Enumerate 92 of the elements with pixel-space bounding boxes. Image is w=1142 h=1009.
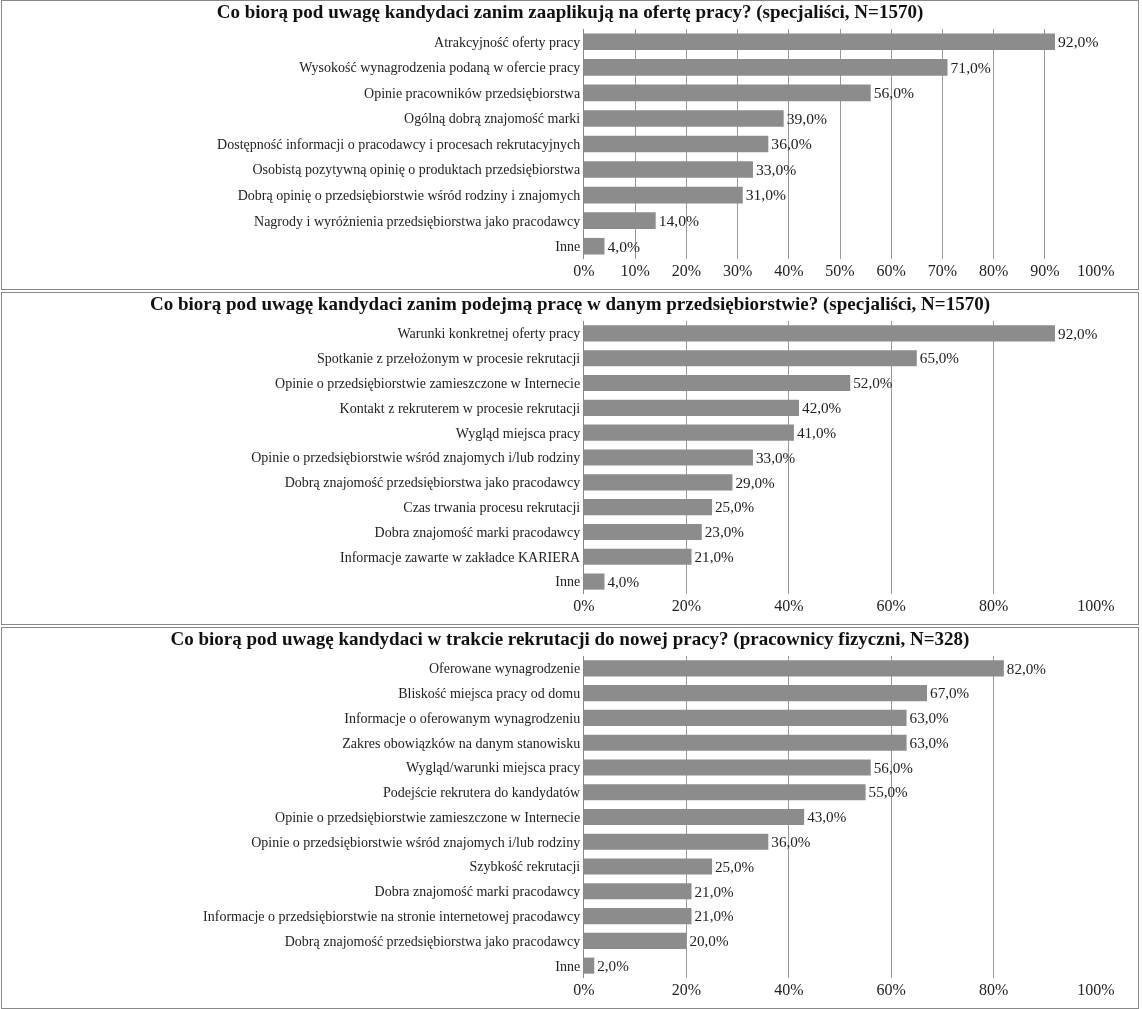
- y-tick-label: Opinie o przedsiębiorstwie wśród znajomych i/lub rodziny: [251, 834, 581, 850]
- x-tick-label: 80%: [978, 597, 1009, 614]
- y-tick-label: Szybkość rekrutacji: [469, 859, 581, 875]
- y-tick-label: Dobrą opinię o przedsiębiorstwie wśród rodziny i znajomych: [237, 188, 581, 204]
- x-tick-label: 40%: [774, 981, 804, 998]
- data-label: 29,0%: [735, 473, 776, 491]
- y-tick-label: Inne: [555, 958, 581, 974]
- data-label: 33,0%: [755, 160, 797, 178]
- y-tick-label: Opinie o przedsiębiorstwie wśród znajomych i/lub rodziny: [251, 450, 581, 466]
- y-tick-label: Podejście rekrutera do kandydatów: [383, 785, 582, 801]
- data-label: 21,0%: [694, 882, 735, 900]
- y-tick-label: Czas trwania procesu rekrutacji: [403, 500, 581, 516]
- x-tick-label: 50%: [825, 262, 855, 279]
- y-tick-label: Opinie o przedsiębiorstwie zamieszczone w Internecie: [275, 809, 581, 825]
- x-tick-label: 40%: [774, 262, 804, 279]
- y-tick-label: Atrakcyjność oferty pracy: [434, 34, 581, 50]
- y-tick-label: Nagrody i wyróżnienia przedsiębiorstwa jako pracodawcy: [254, 213, 581, 229]
- y-tick-label: Informacje o oferowanym wynagrodzeniu: [344, 710, 581, 726]
- data-label: 4,0%: [607, 237, 641, 255]
- data-label: 2,0%: [597, 956, 630, 974]
- y-tick-label: Spotkanie z przełożonym w procesie rekrutacji: [317, 351, 581, 367]
- data-label: 21,0%: [694, 547, 735, 565]
- y-tick-label: Ogólną dobrą znajomość marki: [404, 111, 581, 127]
- data-label: 92,0%: [1058, 33, 1099, 51]
- data-label: 4,0%: [607, 572, 640, 590]
- x-tick-label: 20%: [671, 597, 702, 614]
- data-label: 92,0%: [1058, 324, 1098, 342]
- x-tick-label: 60%: [876, 262, 906, 279]
- data-label: 67,0%: [930, 684, 970, 702]
- data-label: 63,0%: [909, 733, 950, 751]
- x-tick-label: 60%: [876, 981, 906, 998]
- y-tick-label: Wygląd miejsca pracy: [455, 425, 581, 441]
- y-tick-label: Dobrą znajomość przedsiębiorstwa jako pracodawcy: [284, 475, 581, 491]
- data-label: 23,0%: [704, 523, 745, 541]
- data-label: 63,0%: [909, 709, 950, 727]
- y-tick-label: Wysokość wynagrodzenia podaną w ofercie pracy: [299, 60, 581, 76]
- x-tick-label: 40%: [774, 597, 804, 614]
- y-tick-label: Dobra znajomość marki pracodawcy: [374, 524, 581, 540]
- data-label: 71,0%: [950, 58, 991, 76]
- x-tick-label: 70%: [927, 262, 958, 279]
- y-tick-label: Inne: [555, 239, 581, 255]
- data-label: 31,0%: [745, 186, 787, 204]
- data-label: 20,0%: [689, 932, 729, 950]
- y-tick-label: Wygląd/warunki miejsca pracy: [406, 760, 581, 776]
- y-tick-label: Bliskość miejsca pracy od domu: [398, 686, 581, 702]
- x-tick-label: 90%: [1030, 262, 1060, 279]
- y-tick-label: Opinie o przedsiębiorstwie zamieszczone w Internecie: [275, 375, 581, 391]
- y-tick-label: Dobra znajomość marki pracodawcy: [374, 884, 581, 900]
- data-label: 39,0%: [786, 109, 828, 127]
- y-tick-label: Kontakt z rekruterem w procesie rekrutacji: [339, 400, 581, 416]
- x-tick-label: 80%: [978, 981, 1009, 998]
- y-tick-label: Oferowane wynagrodzenie: [428, 661, 581, 677]
- data-label: 21,0%: [694, 907, 735, 925]
- data-label: 33,0%: [755, 448, 796, 466]
- y-tick-label: Dobrą znajomość przedsiębiorstwa jako pracodawcy: [284, 933, 581, 949]
- x-tick-label: 0%: [573, 262, 595, 279]
- data-label: 43,0%: [807, 808, 847, 826]
- x-tick-label: 60%: [876, 597, 906, 614]
- x-tick-label: 0%: [573, 597, 595, 614]
- y-tick-label: Informacje o przedsiębiorstwie na stronie internetowej pracodawcy: [203, 908, 581, 924]
- x-tick-label: 80%: [978, 262, 1009, 279]
- data-label: 55,0%: [868, 783, 909, 801]
- x-tick-label: 100%: [1077, 981, 1115, 998]
- y-tick-label: Inne: [555, 574, 581, 590]
- data-label: 56,0%: [873, 758, 914, 776]
- data-label: 65,0%: [919, 349, 960, 367]
- y-tick-label: Warunki konkretnej oferty pracy: [397, 326, 581, 342]
- chart-title: Co biorą pod uwagę kandydaci w trakcie rekrutacji do nowej pracy? (pracownicy fizyczni, N=328): [170, 628, 970, 651]
- data-label: 25,0%: [715, 498, 755, 516]
- x-tick-label: 10%: [620, 262, 650, 279]
- data-label: 14,0%: [658, 212, 700, 230]
- data-label: 36,0%: [771, 135, 812, 153]
- data-label: 82,0%: [1006, 659, 1047, 677]
- y-tick-label: Zakres obowiązków na danym stanowisku: [342, 735, 581, 751]
- x-tick-label: 20%: [671, 981, 702, 998]
- data-label: 25,0%: [715, 857, 755, 875]
- data-label: 36,0%: [771, 832, 811, 850]
- y-tick-label: Dostępność informacji o pracodawcy i procesach rekrutacyjnych: [217, 136, 581, 152]
- x-tick-label: 0%: [573, 981, 595, 998]
- chart-title: Co biorą pod uwagę kandydaci zanim podejmą pracę w danym przedsiębiorstwie? (specjaliści, N=1570): [150, 293, 990, 316]
- y-tick-label: Informacje zawarte w zakładce KARIERA: [339, 549, 582, 565]
- chart-title: Co biorą pod uwagę kandydaci zanim zaaplikują na ofertę pracy? (specjaliści, N=1570): [216, 1, 924, 24]
- x-tick-label: 100%: [1077, 262, 1115, 279]
- data-label: 56,0%: [873, 84, 915, 102]
- data-label: 42,0%: [802, 399, 842, 417]
- x-tick-label: 30%: [722, 262, 753, 279]
- data-label: 52,0%: [853, 374, 893, 392]
- data-label: 41,0%: [796, 423, 837, 441]
- y-tick-label: Opinie pracowników przedsiębiorstwa: [364, 85, 581, 101]
- x-tick-label: 20%: [671, 262, 702, 279]
- y-tick-label: Osobistą pozytywną opinię o produktach przedsiębiorstwa: [252, 162, 581, 178]
- x-tick-label: 100%: [1077, 597, 1115, 614]
